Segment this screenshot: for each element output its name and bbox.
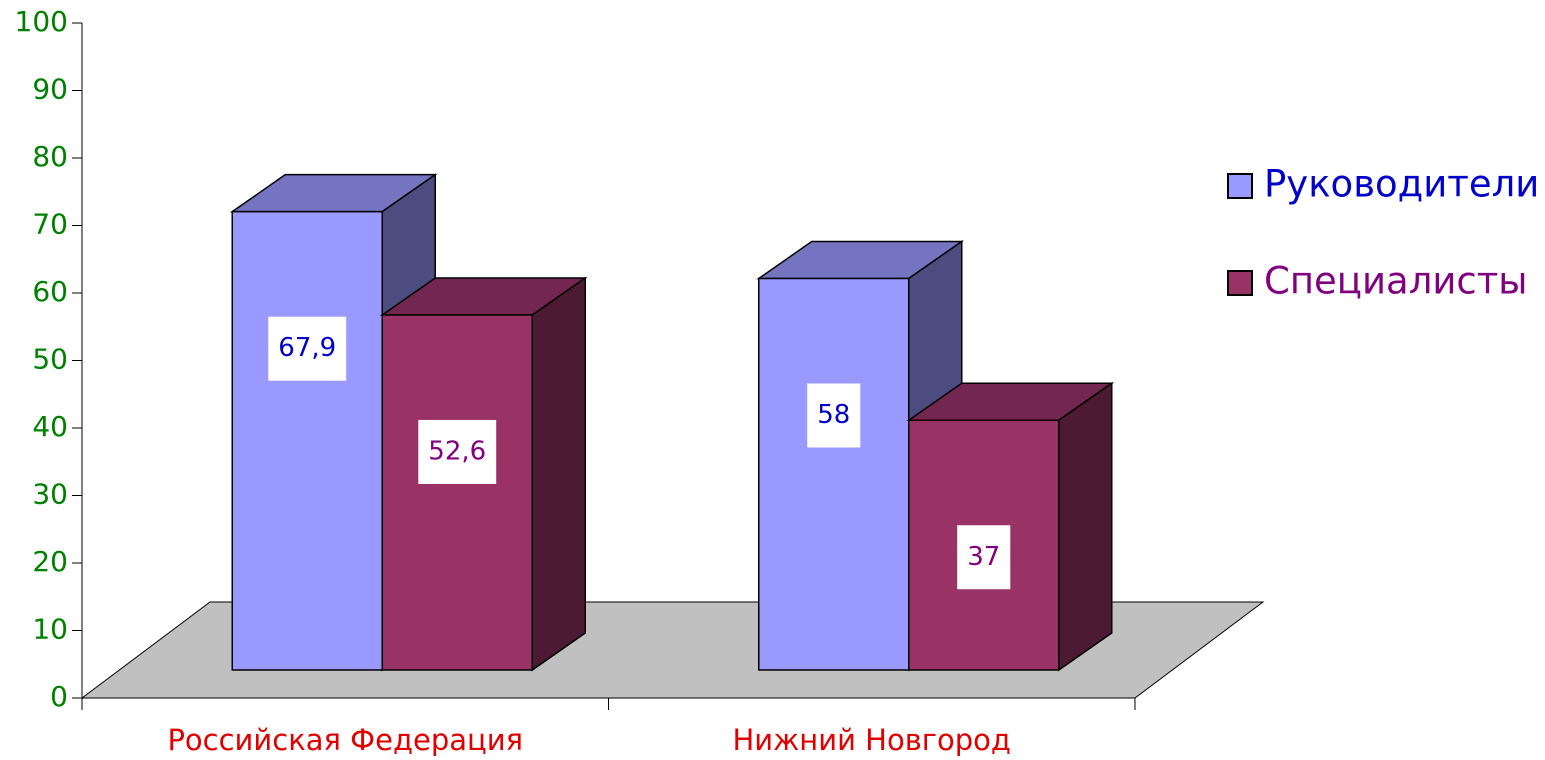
bar: [231, 210, 383, 671]
y-tick-label: 40: [32, 410, 68, 443]
y-tick-label: 0: [50, 680, 68, 713]
bar: [908, 419, 1060, 671]
y-tick-label: 20: [32, 545, 68, 578]
value-label: 58: [817, 400, 850, 430]
y-tick-label: 70: [32, 208, 68, 241]
y-tick-label: 30: [32, 478, 68, 511]
value-label: 67,9: [278, 333, 336, 363]
x-tick-label: Нижний Новгород: [733, 723, 1011, 757]
x-tick-label: Российская Федерация: [167, 723, 523, 757]
legend-label: Специалисты: [1264, 260, 1528, 303]
bar-side: [531, 276, 586, 672]
y-tick-label: 10: [32, 613, 68, 646]
legend-swatch: [1227, 173, 1253, 199]
bar: [381, 314, 533, 671]
bar: [758, 277, 910, 671]
bar-side: [1058, 381, 1113, 672]
value-label: 37: [967, 542, 1000, 572]
y-tick-label: 50: [32, 343, 68, 376]
value-label: 52,6: [428, 436, 486, 466]
y-tick-label: 90: [32, 73, 68, 106]
y-tick-label: 60: [32, 275, 68, 308]
value-label-box: [268, 316, 347, 381]
y-tick-label: 80: [32, 140, 68, 173]
legend-label: Руководители: [1264, 163, 1539, 206]
value-label-box: [418, 419, 497, 484]
legend-swatch: [1227, 270, 1253, 296]
y-tick-label: 100: [15, 5, 68, 38]
value-label-box: [957, 525, 1011, 590]
value-label-box: [807, 383, 861, 448]
